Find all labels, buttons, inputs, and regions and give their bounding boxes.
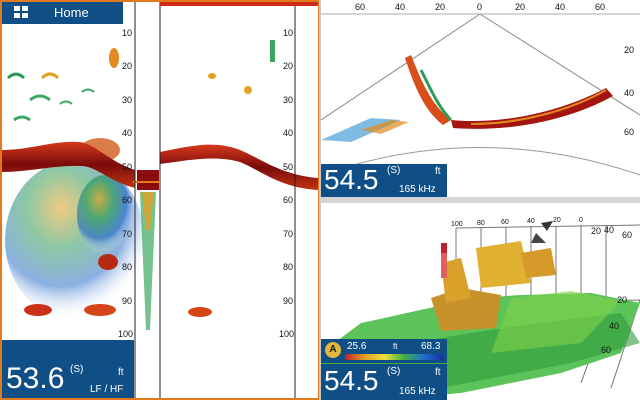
depth-tick: 40 xyxy=(283,128,294,138)
depth-tick: 20 xyxy=(624,45,635,55)
frequency: 165 kHz xyxy=(399,184,436,195)
depth-tick: 60 xyxy=(601,345,612,355)
range-tick: 40 xyxy=(395,2,406,12)
range-tick: 20 xyxy=(435,2,446,12)
frequency: 165 kHz xyxy=(399,386,436,397)
depth-tick: 20 xyxy=(617,295,628,305)
range-tick: 60 xyxy=(501,219,509,226)
depth-tick: 40 xyxy=(609,321,620,331)
depth-tick: 70 xyxy=(122,229,133,239)
depth-source: (S) xyxy=(70,364,84,375)
range-tick: 20 xyxy=(515,2,526,12)
depth-key-badge: A xyxy=(325,342,341,358)
home-button[interactable]: Home xyxy=(0,0,123,24)
range-tick: 20 xyxy=(591,226,602,236)
depth-tick: 30 xyxy=(283,95,294,105)
depth-source: (S) xyxy=(387,165,401,176)
depth-value: 53.6 xyxy=(6,362,65,395)
depth-source: (S) xyxy=(387,366,401,377)
depth-gradient-bar xyxy=(345,354,443,360)
depth-key-unit: ft xyxy=(393,342,398,351)
depth-key-max: 68.3 xyxy=(421,341,441,352)
depth-tick: 90 xyxy=(122,296,133,306)
depth-value: 54.5 xyxy=(324,164,379,195)
depth-tick: 30 xyxy=(122,95,133,105)
depth-tick: 100 xyxy=(279,329,295,339)
depth-tick: 20 xyxy=(122,61,133,71)
frequency-mode: LF / HF xyxy=(90,384,124,395)
depth-tick: 60 xyxy=(624,127,635,137)
range-tick: 40 xyxy=(604,225,615,235)
sonar-history-pane[interactable]: Home 10 20 30 40 50 60 70 80 90 100 10 2… xyxy=(0,0,320,400)
depth-readout[interactable]: 54.5 (S) ft 165 kHz xyxy=(321,364,447,400)
home-label: Home xyxy=(54,4,89,20)
depth-tick: 60 xyxy=(122,195,133,205)
depth-tick: 80 xyxy=(122,262,133,272)
livesight-pane[interactable]: 60 40 20 0 20 40 60 20 40 60 54.5 (S) ft… xyxy=(321,0,640,197)
depth-readout[interactable]: 54.5 (S) ft 165 kHz xyxy=(321,164,447,197)
range-tick: 100 xyxy=(451,221,463,228)
depth-tick: 50 xyxy=(122,162,133,172)
range-tick: 0 xyxy=(579,217,583,224)
depth-tick: 50 xyxy=(283,162,294,172)
range-tick: 20 xyxy=(553,217,561,224)
range-tick: 40 xyxy=(527,218,535,225)
depth-key-min: 25.6 xyxy=(347,341,367,352)
depth-tick: 80 xyxy=(283,262,294,272)
range-tick: 60 xyxy=(355,2,366,12)
range-tick: 60 xyxy=(595,2,606,12)
depth-tick: 70 xyxy=(283,229,294,239)
pane-divider[interactable] xyxy=(320,197,640,203)
depth-unit: ft xyxy=(435,166,441,177)
depth-unit: ft xyxy=(435,367,441,378)
depth-tick: 10 xyxy=(122,28,133,38)
depth-tick: 40 xyxy=(624,88,635,98)
depth-unit: ft xyxy=(118,367,124,378)
range-tick: 80 xyxy=(477,220,485,227)
depth-value: 54.5 xyxy=(324,365,379,396)
depth-readout[interactable]: 53.6 (S) ft LF / HF xyxy=(2,340,134,398)
grid-icon xyxy=(14,6,28,18)
livesight-image xyxy=(321,13,640,176)
range-tick: 0 xyxy=(477,2,483,12)
depth-tick: 90 xyxy=(283,296,294,306)
depth-tick: 100 xyxy=(118,329,134,339)
range-tick: 40 xyxy=(555,2,566,12)
depth-tick: 60 xyxy=(283,195,294,205)
depth-tick: 20 xyxy=(283,61,294,71)
range-tick: 60 xyxy=(622,230,633,240)
depth-color-key[interactable]: A 25.6 ft 68.3 xyxy=(321,339,447,363)
depth-tick: 40 xyxy=(122,128,133,138)
depth-tick: 10 xyxy=(283,28,294,38)
sonar-history-image xyxy=(2,0,318,400)
sonar-3d-pane[interactable]: 100 80 60 40 20 0 20 40 60 20 40 60 A 25… xyxy=(321,203,640,400)
